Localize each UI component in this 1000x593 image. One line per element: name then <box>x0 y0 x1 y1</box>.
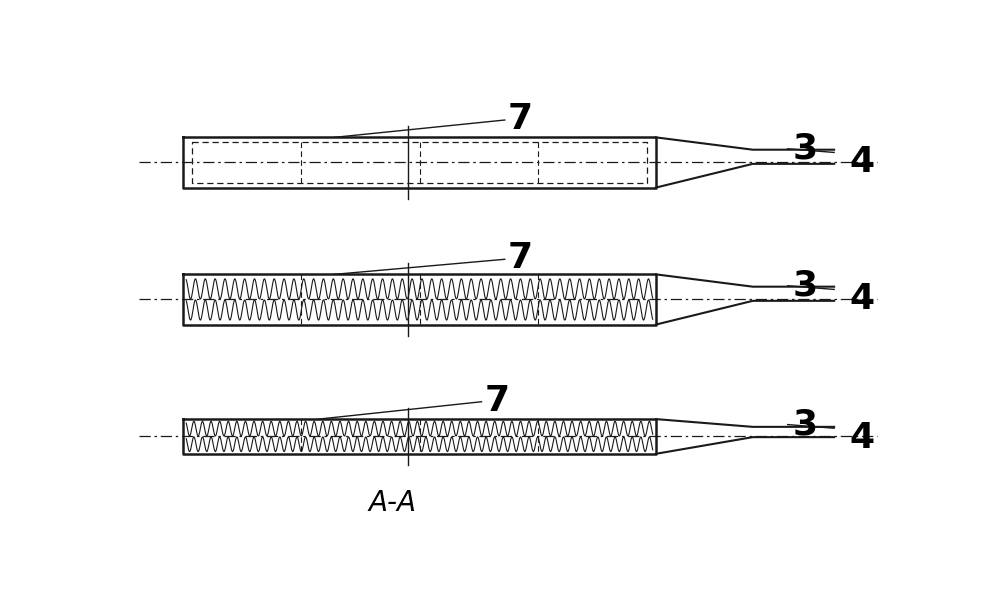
Text: 7: 7 <box>508 241 533 275</box>
Text: A-A: A-A <box>368 489 416 517</box>
Text: 7: 7 <box>508 102 533 136</box>
Text: 7: 7 <box>484 384 510 418</box>
Text: 4: 4 <box>850 282 875 316</box>
Text: 4: 4 <box>850 421 875 455</box>
Text: 3: 3 <box>793 268 818 302</box>
Text: 4: 4 <box>850 145 875 179</box>
Text: 3: 3 <box>793 407 818 441</box>
Text: 3: 3 <box>793 131 818 165</box>
